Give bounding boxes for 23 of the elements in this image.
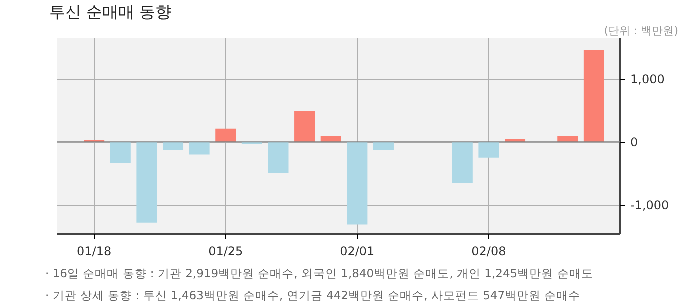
y-tick-label: 0 <box>630 136 638 150</box>
bar <box>216 128 236 142</box>
y-tick-label: 1,000 <box>630 72 665 87</box>
y-tick-label: -1,000 <box>630 198 670 213</box>
x-tick-label: 01/18 <box>77 244 112 258</box>
bar <box>268 142 289 174</box>
chart-subtitle: (단위 : 백만원) <box>604 24 679 38</box>
x-tick-label: 02/08 <box>472 244 506 258</box>
bar <box>110 142 131 163</box>
x-tick-label: 02/01 <box>340 244 375 258</box>
text: · 기관 상세 동향 : 투신 1,463백만원 순매수, 연기금 442백만원 순매수, 사모펀드 547백만원 순매수 <box>46 288 581 302</box>
x-tick-label: 01/25 <box>208 244 244 258</box>
bar <box>162 142 184 150</box>
bar <box>584 50 604 142</box>
bar <box>478 142 500 158</box>
chart-title: 투신 순매매 동향 <box>50 2 172 22</box>
bar <box>452 142 473 184</box>
bar <box>373 142 394 150</box>
bar <box>294 111 316 142</box>
text: · 16일 순매매 동향 : 기관 2,919백만원 순매수, 외국인 1,840백만원 순매도, 개인 1,245백만원 순매도 <box>46 266 594 280</box>
bar <box>189 142 210 155</box>
bar <box>136 142 158 223</box>
bar <box>347 142 368 225</box>
